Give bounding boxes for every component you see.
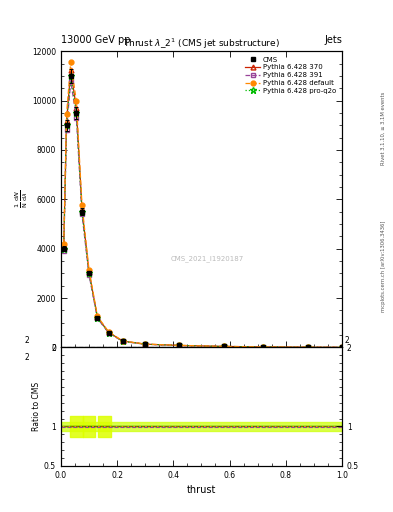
Title: Thrust $\lambda$_2$^{1}$ (CMS jet substructure): Thrust $\lambda$_2$^{1}$ (CMS jet substr… <box>123 37 280 51</box>
Text: CMS_2021_I1920187: CMS_2021_I1920187 <box>171 255 244 262</box>
Y-axis label: Ratio to CMS: Ratio to CMS <box>32 382 41 431</box>
Text: 13000 GeV pp: 13000 GeV pp <box>61 35 130 45</box>
Text: Rivet 3.1.10, ≥ 3.1M events: Rivet 3.1.10, ≥ 3.1M events <box>381 91 386 165</box>
X-axis label: thrust: thrust <box>187 485 216 495</box>
Text: 2: 2 <box>24 336 29 345</box>
Y-axis label: $\frac{1}{\mathrm{N}}\,\frac{\mathrm{d}N}{\mathrm{d}\lambda}$: $\frac{1}{\mathrm{N}}\,\frac{\mathrm{d}N… <box>14 190 30 208</box>
Text: Jets: Jets <box>324 35 342 45</box>
Text: 2: 2 <box>24 353 29 362</box>
Text: mcplots.cern.ch [arXiv:1306.3436]: mcplots.cern.ch [arXiv:1306.3436] <box>381 221 386 312</box>
Text: 2: 2 <box>345 336 349 345</box>
Legend: CMS, Pythia 6.428 370, Pythia 6.428 391, Pythia 6.428 default, Pythia 6.428 pro-: CMS, Pythia 6.428 370, Pythia 6.428 391,… <box>243 55 338 96</box>
